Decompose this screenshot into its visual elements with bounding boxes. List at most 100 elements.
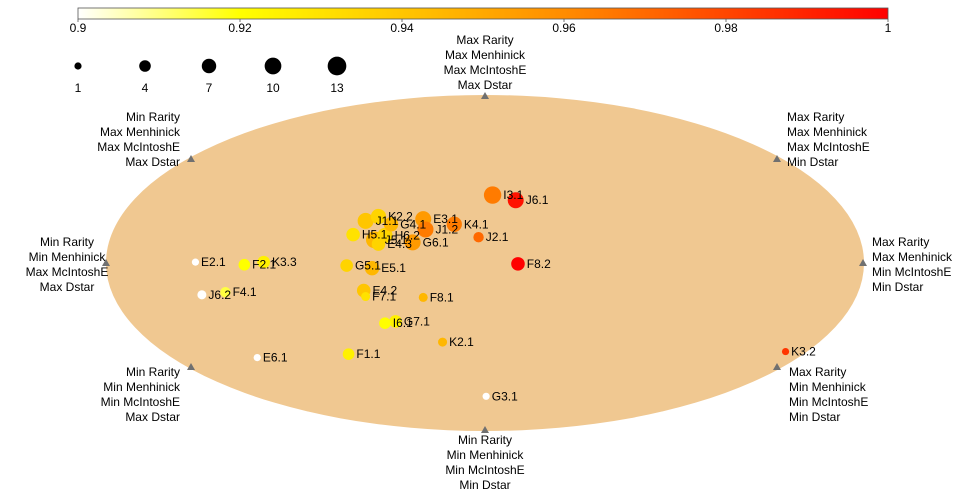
size-legend-dot: [74, 62, 82, 70]
data-point-label: J6.1: [526, 193, 549, 207]
axis-label-bottom-left: Min Menhinick: [103, 380, 181, 394]
size-legend-dot: [201, 58, 217, 74]
axis-label-bottom-left: Min McIntoshE: [101, 395, 180, 409]
data-point: [483, 186, 502, 204]
data-point-label: K4.1: [464, 217, 489, 231]
colorbar-tick-label: 0.98: [714, 21, 738, 35]
colorbar-tick-label: 0.96: [552, 21, 576, 35]
data-point: [473, 231, 484, 243]
data-point: [220, 287, 231, 298]
data-point-label: F7.1: [372, 290, 396, 304]
data-point: [389, 315, 402, 328]
data-point-label: J5.1: [385, 233, 408, 247]
axis-label-top: Max Menhinick: [445, 48, 526, 62]
data-point-label: E5.1: [381, 261, 406, 275]
axis-label-right: Min McIntoshE: [872, 265, 951, 279]
data-point-label: H6.2: [395, 228, 421, 242]
axis-label-bottom-left: Min Rarity: [126, 365, 180, 379]
data-point-label: E2.1: [201, 255, 226, 269]
data-point-label: J1.1: [376, 214, 399, 228]
data-point: [342, 348, 355, 360]
data-point: [346, 227, 360, 242]
size-legend-dot: [327, 56, 347, 76]
colorbar-tick-label: 0.9: [70, 21, 87, 35]
axis-marker-icon: [187, 155, 195, 162]
axis-marker-icon: [859, 259, 867, 266]
data-point: [511, 257, 525, 271]
data-point: [357, 212, 374, 229]
data-point-label: F8.1: [430, 290, 454, 304]
axis-label-left: Max McIntoshE: [26, 265, 109, 279]
axis-label-top-left: Min Rarity: [126, 110, 180, 124]
axis-marker-icon: [481, 426, 489, 433]
data-point-label: E3.1: [433, 212, 458, 226]
axis-label-right: Max Rarity: [872, 235, 929, 249]
data-point: [404, 234, 421, 251]
data-point-label: G3.1: [492, 389, 518, 403]
data-point: [482, 392, 490, 400]
axis-marker-icon: [481, 92, 489, 99]
axis-label-top-left: Max Menhinick: [100, 125, 181, 139]
data-point: [238, 258, 251, 271]
data-point-label: K2.1: [449, 335, 474, 349]
data-point-label: J6.2: [208, 288, 231, 302]
data-point: [383, 217, 399, 232]
data-point-label: E6.1: [263, 351, 288, 365]
axis-label-top-right: Max Menhinick: [787, 125, 868, 139]
axis-markers: [102, 92, 867, 433]
data-point: [446, 216, 462, 232]
points-layer: [191, 186, 790, 400]
data-point: [340, 259, 353, 272]
data-point-label: J1.2: [435, 222, 458, 236]
axis-label-bottom-right: Min Menhinick: [789, 380, 867, 394]
data-point-label: I6.1: [393, 316, 413, 330]
data-point: [361, 292, 371, 302]
axis-marker-icon: [102, 259, 110, 266]
data-point: [379, 317, 391, 330]
data-point-label: E4.2: [373, 284, 398, 298]
data-point-label: I3.1: [503, 188, 523, 202]
data-point: [781, 347, 790, 356]
size-legend-dot: [264, 57, 282, 75]
axis-marker-icon: [773, 155, 781, 162]
axis-marker-icon: [187, 363, 195, 370]
data-point: [417, 221, 434, 238]
axis-label-top: Max Dstar: [458, 78, 513, 92]
data-point-label: K3.2: [791, 345, 816, 359]
axis-label-bottom: Min Dstar: [459, 478, 510, 490]
data-point-label: F8.2: [527, 257, 551, 271]
data-point-label: G5.1: [355, 259, 381, 273]
size-legend: 1 4 7 10 13: [74, 56, 347, 95]
size-legend-label: 10: [266, 81, 280, 95]
axis-label-bottom: Min McIntoshE: [445, 463, 524, 477]
data-point: [438, 337, 448, 347]
axis-label-left: Min Menhinick: [29, 250, 107, 264]
data-point-label: G7.1: [404, 314, 430, 328]
size-legend-label: 4: [142, 81, 149, 95]
data-point-label: F2.1: [252, 258, 276, 272]
data-point-label: F1.1: [356, 347, 380, 361]
axis-label-left: Min Rarity: [40, 235, 94, 249]
axis-label-right: Max Menhinick: [872, 250, 953, 264]
colorbar-gradient: [77, 7, 889, 20]
axis-label-top: Max Rarity: [456, 33, 513, 47]
plot-ellipse: [106, 95, 864, 431]
axis-label-bottom: Min Rarity: [458, 433, 512, 447]
data-point-label: H5.1: [362, 228, 388, 242]
data-point: [418, 292, 428, 302]
size-legend-dot: [139, 60, 151, 72]
axis-label-bottom-right: Min Dstar: [789, 410, 840, 424]
data-point: [253, 354, 261, 362]
data-point-label: J2.1: [486, 230, 509, 244]
colorbar-tick-label: 0.92: [228, 21, 252, 35]
data-point: [364, 260, 380, 276]
axis-label-top-right: Min Dstar: [787, 155, 838, 169]
size-legend-label: 1: [75, 81, 82, 95]
data-point-label: G6.1: [423, 235, 449, 249]
data-point-label: G4.1: [400, 217, 426, 231]
point-labels-layer: I3.1 J6.1 K2.2 E3.1 J1.1 G4.1 K4.1 J1.2 H5.1 H6.2…: [201, 188, 816, 403]
data-point-label: F4.1: [233, 285, 257, 299]
axis-label-top-right: Max Rarity: [787, 110, 844, 124]
